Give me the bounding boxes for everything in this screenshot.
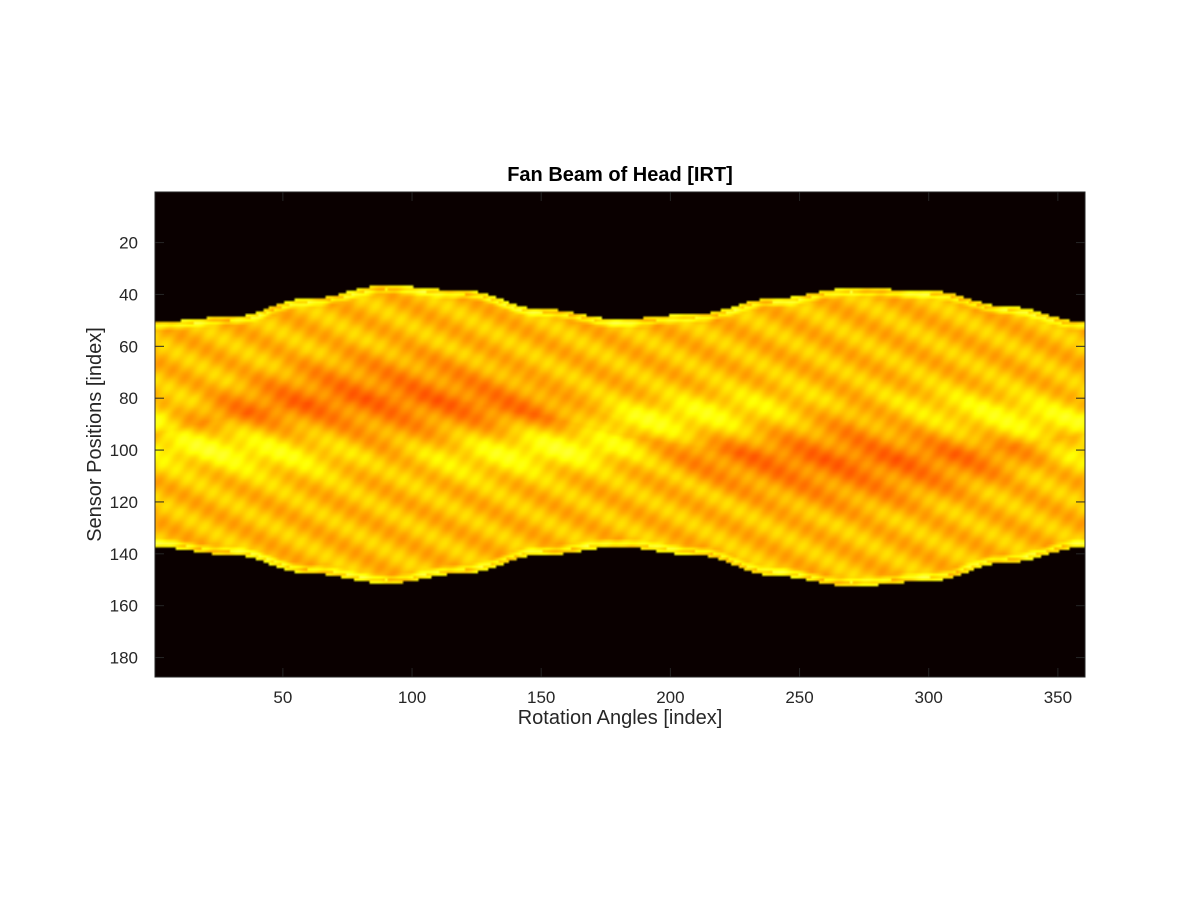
y-tick-label: 80 <box>119 389 138 408</box>
x-axis-label: Rotation Angles [index] <box>518 707 723 729</box>
x-tick-label: 300 <box>915 688 943 707</box>
y-tick-label: 60 <box>119 337 138 356</box>
y-tick-label: 20 <box>119 234 138 253</box>
axis-tick-labels: 50 100 150 200 250 300 350 20 40 60 80 100 120 140 160… <box>110 234 1072 707</box>
chart-title: Fan Beam of Head [IRT] <box>507 164 733 186</box>
y-tick-label: 140 <box>110 545 138 564</box>
x-tick-label: 250 <box>785 688 813 707</box>
sinogram-heatmap <box>155 192 1085 677</box>
y-axis-label: Sensor Positions [index] <box>84 327 106 542</box>
x-tick-label: 100 <box>398 688 426 707</box>
x-tick-label: 350 <box>1044 688 1072 707</box>
x-tick-label: 200 <box>656 688 684 707</box>
y-tick-label: 100 <box>110 441 138 460</box>
x-tick-label: 50 <box>273 688 292 707</box>
y-tick-label: 40 <box>119 285 138 304</box>
plot-frame <box>154 191 1086 678</box>
axis-ticks <box>155 192 1085 677</box>
x-tick-label: 150 <box>527 688 555 707</box>
y-tick-label: 180 <box>110 649 138 668</box>
y-tick-label: 120 <box>110 493 138 512</box>
y-tick-label: 160 <box>110 597 138 616</box>
